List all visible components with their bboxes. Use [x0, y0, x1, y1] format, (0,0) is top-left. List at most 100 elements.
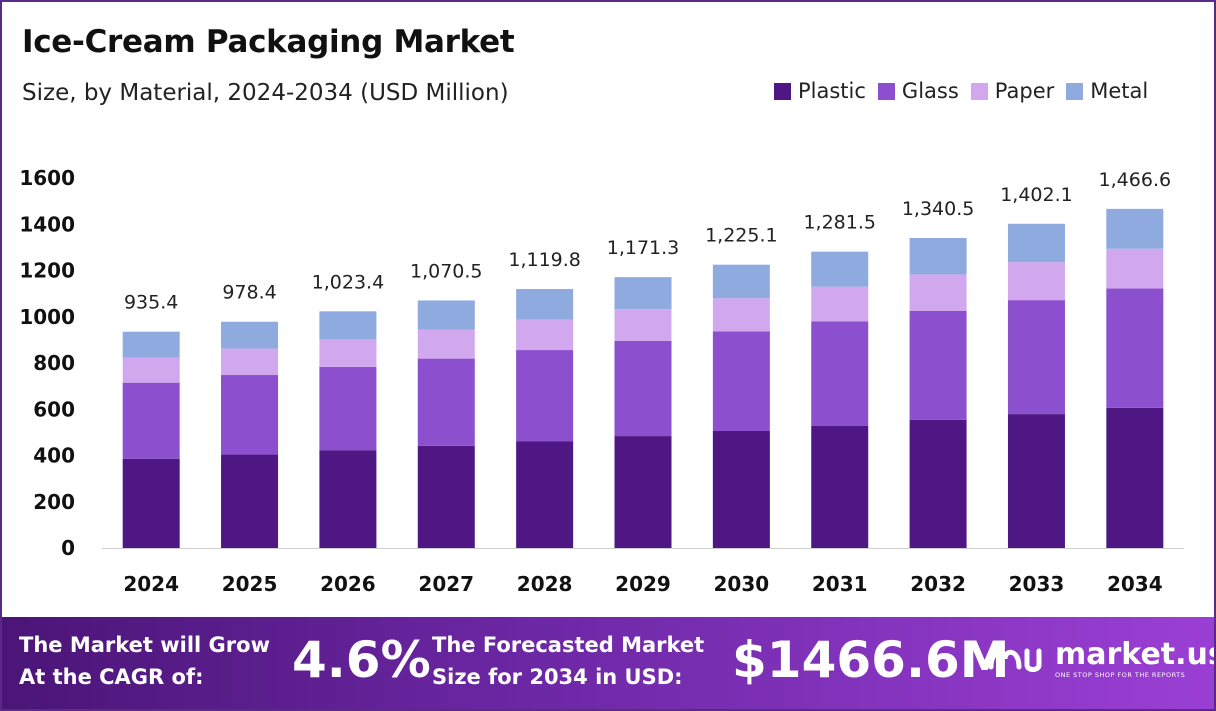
- bar-segment-glass: [909, 310, 967, 420]
- bar-segment-glass: [811, 321, 869, 426]
- market-us-logo-icon: [988, 648, 1042, 672]
- cagr-label-line2: At the CAGR of:: [19, 665, 204, 689]
- x-tick-label: 2029: [615, 572, 671, 596]
- y-tick-label: 1000: [19, 305, 75, 329]
- bar-segment-glass: [1007, 300, 1065, 415]
- bar-segment-metal: [1007, 223, 1065, 263]
- bar-total-label: 1,023.4: [312, 271, 385, 293]
- x-tick-label: 2027: [418, 572, 474, 596]
- forecast-label: The Forecasted Market Size for 2034 in U…: [432, 629, 732, 693]
- bar-total-label: 1,225.1: [705, 225, 778, 247]
- chart-legend: Plastic Glass Paper Metal: [774, 79, 1148, 103]
- chart-title: Ice-Cream Packaging Market: [22, 24, 515, 60]
- y-tick-label: 600: [33, 397, 75, 421]
- bar-total-label: 1,466.6: [1099, 169, 1172, 191]
- legend-item-metal: Metal: [1066, 79, 1148, 103]
- bar-segment-paper: [221, 348, 279, 376]
- bar-segment-paper: [516, 319, 574, 351]
- brand-name: market.us: [1055, 637, 1216, 672]
- bar-segment-plastic: [417, 445, 475, 548]
- x-tick-label: 2034: [1107, 572, 1163, 596]
- bar-segment-metal: [1106, 208, 1164, 249]
- bar-segment-plastic: [221, 454, 279, 548]
- y-tick-label: 1400: [19, 212, 75, 236]
- bar-segment-plastic: [712, 430, 770, 548]
- bar-segment-paper: [122, 357, 180, 383]
- bar-segment-glass: [1106, 288, 1164, 408]
- brand-tagline: ONE STOP SHOP FOR THE REPORTS: [1055, 671, 1186, 679]
- x-tick-label: 2033: [1009, 572, 1065, 596]
- bar-total-label: 1,171.3: [607, 237, 680, 259]
- bar-segment-glass: [319, 366, 377, 451]
- bar-total-label: 1,070.5: [410, 260, 483, 282]
- legend-item-plastic: Plastic: [774, 79, 866, 103]
- summary-banner: The Market will Grow At the CAGR of: 4.6…: [2, 617, 1214, 709]
- bar-total-label: 1,119.8: [508, 249, 581, 271]
- forecast-label-line2: Size for 2034 in USD:: [432, 665, 683, 689]
- legend-label-metal: Metal: [1090, 79, 1149, 103]
- bar-segment-plastic: [614, 436, 672, 548]
- bar-segment-paper: [909, 274, 967, 311]
- legend-swatch-metal: [1066, 82, 1084, 100]
- y-tick-label: 400: [33, 444, 75, 468]
- bar-total-label: 1,340.5: [902, 198, 975, 220]
- bar-segment-glass: [221, 375, 279, 455]
- bar-segment-paper: [1007, 262, 1065, 301]
- bar-segment-metal: [417, 300, 475, 330]
- bar-segment-metal: [319, 311, 377, 340]
- y-tick-label: 0: [61, 536, 75, 560]
- x-tick-label: 2025: [222, 572, 278, 596]
- bar-segment-metal: [614, 277, 672, 310]
- legend-item-glass: Glass: [877, 79, 959, 103]
- bar-total-label: 1,281.5: [803, 212, 876, 234]
- bar-segment-plastic: [1007, 414, 1065, 548]
- bar-segment-glass: [417, 358, 475, 446]
- legend-swatch-plastic: [774, 82, 791, 100]
- bar-segment-metal: [221, 321, 279, 349]
- bar-segment-metal: [122, 331, 180, 358]
- x-tick-label: 2032: [910, 572, 966, 596]
- bar-segment-glass: [122, 382, 180, 459]
- brand-logo[interactable]: market.us ONE STOP SHOP FOR THE REPORTS: [987, 637, 1216, 679]
- x-tick-label: 2030: [714, 572, 770, 596]
- bar-segment-plastic: [1106, 407, 1164, 548]
- cagr-label-line1: The Market will Grow: [19, 633, 270, 657]
- bar-segment-metal: [909, 238, 967, 275]
- cagr-value: 4.6%: [292, 631, 431, 689]
- bar-segment-glass: [516, 350, 574, 442]
- bar-segment-metal: [516, 289, 574, 320]
- x-tick-label: 2024: [123, 572, 179, 596]
- bar-segment-plastic: [122, 458, 180, 548]
- bar-total-label: 1,402.1: [1000, 184, 1073, 206]
- bar-segment-metal: [712, 264, 770, 299]
- legend-swatch-paper: [970, 82, 988, 100]
- y-tick-label: 1200: [19, 259, 75, 283]
- y-tick-label: 1600: [19, 166, 75, 190]
- cagr-label: The Market will Grow At the CAGR of:: [19, 629, 289, 693]
- legend-label-glass: Glass: [901, 79, 959, 103]
- legend-label-paper: Paper: [994, 79, 1055, 103]
- bar-segment-paper: [1106, 248, 1164, 289]
- y-tick-label: 800: [33, 351, 75, 375]
- bar-segment-glass: [712, 331, 770, 431]
- bar-segment-paper: [712, 298, 770, 332]
- legend-label-plastic: Plastic: [798, 79, 866, 103]
- legend-item-paper: Paper: [970, 79, 1055, 103]
- bar-segment-glass: [614, 340, 672, 437]
- forecast-label-line1: The Forecasted Market: [432, 633, 705, 657]
- bar-segment-paper: [319, 339, 377, 367]
- bar-total-label: 935.4: [124, 292, 178, 314]
- forecast-value: $1466.6M: [732, 631, 1010, 689]
- chart-subtitle: Size, by Material, 2024-2034 (USD Millio…: [22, 80, 509, 106]
- bar-segment-plastic: [516, 441, 574, 548]
- x-tick-label: 2026: [320, 572, 376, 596]
- x-tick-label: 2031: [812, 572, 868, 596]
- bar-segment-plastic: [811, 425, 869, 548]
- bar-segment-paper: [614, 309, 672, 341]
- bar-segment-plastic: [319, 450, 377, 548]
- stacked-bar-chart: 0 200 400 600 800 1000 1200 1400 1600 935.4 2024 97…: [19, 166, 1184, 596]
- bar-total-label: 978.4: [222, 282, 276, 304]
- legend-swatch-glass: [877, 82, 895, 100]
- bar-segment-paper: [417, 329, 475, 359]
